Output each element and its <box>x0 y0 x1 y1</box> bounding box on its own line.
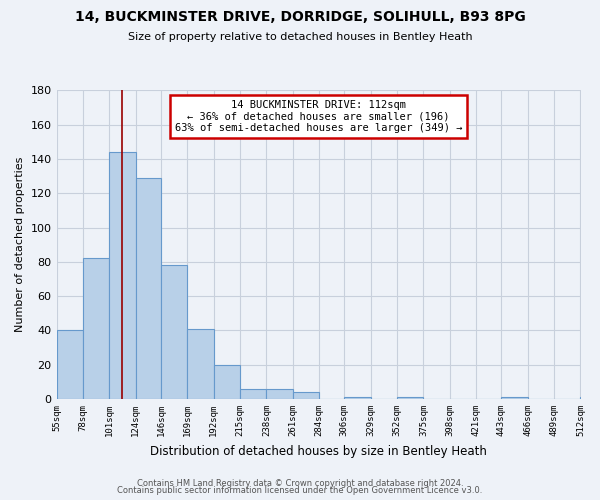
Bar <box>161 266 187 399</box>
Bar <box>502 398 528 399</box>
Bar <box>580 398 600 399</box>
Bar <box>344 398 371 399</box>
Text: Size of property relative to detached houses in Bentley Heath: Size of property relative to detached ho… <box>128 32 472 42</box>
Bar <box>293 392 319 399</box>
Bar <box>136 178 161 399</box>
Bar <box>56 330 83 399</box>
Bar <box>266 389 293 399</box>
Bar <box>397 398 424 399</box>
Bar <box>240 389 266 399</box>
Bar <box>83 258 109 399</box>
Text: Contains public sector information licensed under the Open Government Licence v3: Contains public sector information licen… <box>118 486 482 495</box>
Bar <box>214 365 240 399</box>
Y-axis label: Number of detached properties: Number of detached properties <box>15 157 25 332</box>
Text: 14 BUCKMINSTER DRIVE: 112sqm
← 36% of detached houses are smaller (196)
63% of s: 14 BUCKMINSTER DRIVE: 112sqm ← 36% of de… <box>175 100 462 133</box>
Text: Contains HM Land Registry data © Crown copyright and database right 2024.: Contains HM Land Registry data © Crown c… <box>137 478 463 488</box>
X-axis label: Distribution of detached houses by size in Bentley Heath: Distribution of detached houses by size … <box>150 444 487 458</box>
Bar <box>109 152 136 399</box>
Text: 14, BUCKMINSTER DRIVE, DORRIDGE, SOLIHULL, B93 8PG: 14, BUCKMINSTER DRIVE, DORRIDGE, SOLIHUL… <box>74 10 526 24</box>
Bar <box>187 329 214 399</box>
